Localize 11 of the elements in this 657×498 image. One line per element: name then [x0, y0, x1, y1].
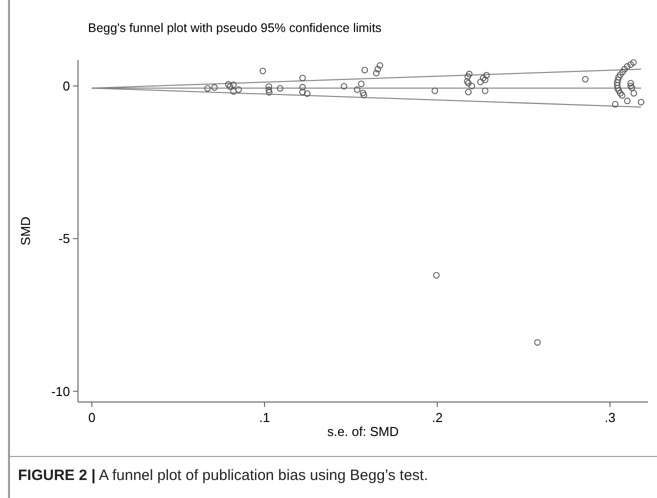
caption: FIGURE 2 | A funnel plot of publication bias using Begg’s test. — [18, 467, 428, 484]
y-axis-title: SMD — [18, 216, 33, 246]
y-tick-label: 0 — [62, 78, 70, 94]
x-tick-label: .3 — [604, 410, 616, 425]
x-axis-title: s.e. of: SMD — [327, 424, 399, 439]
x-tick-label: 0 — [88, 410, 96, 425]
y-tick-label: -10 — [51, 384, 70, 399]
chart-title: Begg's funnel plot with pseudo 95% confidence limits — [88, 21, 382, 35]
y-tick-label: -5 — [58, 231, 70, 246]
x-tick-label: .2 — [432, 410, 443, 425]
x-tick-label: .1 — [259, 410, 270, 425]
